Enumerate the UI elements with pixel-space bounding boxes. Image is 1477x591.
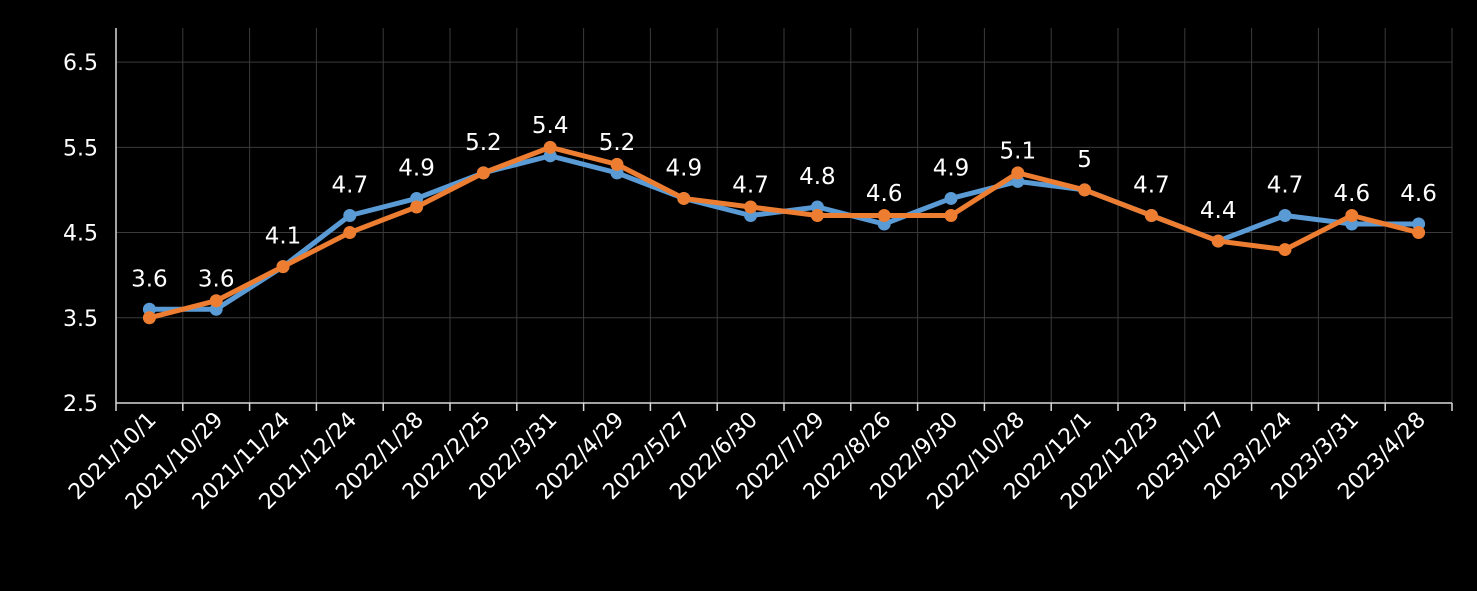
series-2-point — [343, 226, 357, 240]
series-1-point — [1278, 209, 1292, 222]
series-2-point — [810, 209, 824, 222]
series-1-data-label: 4.7 — [1133, 173, 1170, 199]
y-tick-label: 5.5 — [63, 136, 98, 161]
series-1-data-label: 4.8 — [799, 164, 836, 190]
series-1-data-label: 4.7 — [1267, 173, 1304, 199]
series-2-point — [476, 166, 490, 180]
series-1-data-label: 4.6 — [1400, 181, 1437, 207]
series-2-point — [610, 157, 624, 171]
series-lines — [142, 140, 1426, 325]
series-2-point — [677, 191, 691, 205]
series-1-data-label: 3.6 — [131, 266, 168, 292]
series-2-line — [146, 144, 1422, 321]
series-2-point — [276, 260, 290, 274]
series-1-point — [944, 191, 958, 205]
series-2-point — [1078, 183, 1092, 197]
series-2-point — [1345, 209, 1359, 222]
series-1-data-label: 4.1 — [265, 224, 302, 250]
series-1-data-label: 4.9 — [666, 155, 703, 181]
y-tick-label: 6.5 — [63, 51, 98, 76]
series-1-data-label: 4.9 — [398, 155, 435, 181]
series-1-data-label: 5.1 — [1000, 138, 1037, 164]
series-2-point — [1011, 166, 1025, 180]
series-2-point — [410, 200, 424, 214]
series-1-data-label: 3.6 — [198, 266, 235, 292]
series-2-point — [877, 209, 891, 222]
series-1-data-label: 4.6 — [1334, 181, 1371, 207]
series-1-data-label: 4.7 — [732, 173, 769, 199]
series-2-point — [1412, 226, 1426, 240]
series-1-data-label: 5.2 — [465, 130, 502, 156]
series-2-point — [1211, 234, 1225, 248]
series-1-data-label: 4.9 — [933, 155, 970, 181]
series-2-point — [944, 209, 958, 222]
series-2-point — [1278, 243, 1292, 257]
series-1-data-label: 5 — [1077, 147, 1092, 173]
series-1-data-label: 5.2 — [599, 130, 636, 156]
y-tick-label: 2.5 — [63, 392, 98, 417]
series-1-data-label: 4.4 — [1200, 198, 1237, 224]
series-1-data-label: 4.7 — [332, 173, 369, 199]
data-labels: 3.6 3.6 4.1 4.7 4.9 5.2 5.4 5.2 4.9 4.7 4.8 4.6 4.9 5… — [131, 113, 1437, 292]
gridlines — [116, 28, 1453, 403]
series-2-point — [209, 294, 223, 308]
series-1-data-label: 4.6 — [866, 181, 903, 207]
series-2-point — [142, 311, 156, 325]
series-1-point — [343, 209, 357, 222]
series-2-point — [1144, 209, 1158, 222]
y-tick-label: 3.5 — [63, 307, 98, 332]
series-1-data-label: 5.4 — [532, 113, 569, 139]
series-2-point — [744, 200, 758, 214]
series-2-point — [543, 140, 557, 154]
y-tick-label: 4.5 — [63, 222, 98, 247]
